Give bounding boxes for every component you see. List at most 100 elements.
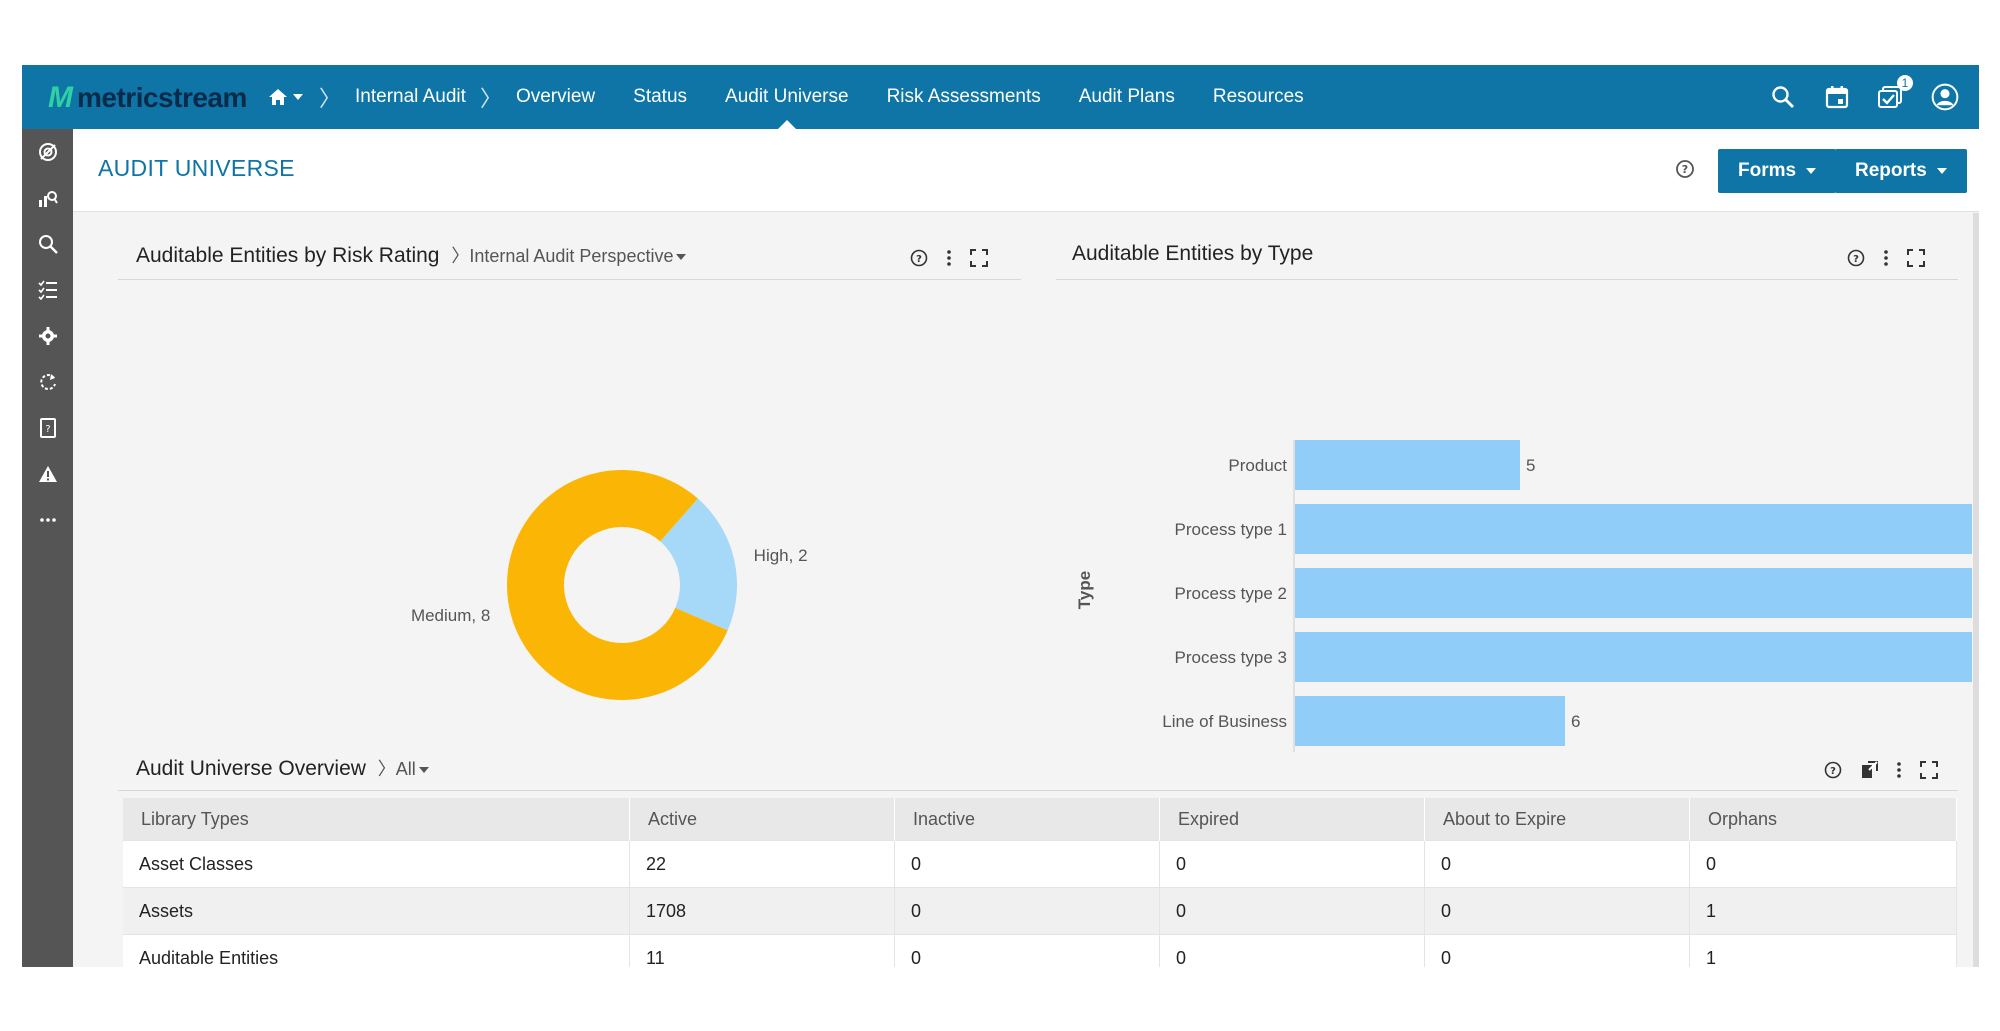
nav-risk-assessments[interactable]: Risk Assessments xyxy=(886,86,1041,107)
column-header-about-to-expire[interactable]: About to Expire xyxy=(1424,798,1690,841)
expand-icon[interactable] xyxy=(1907,249,1925,267)
overview-panel-header: Audit Universe Overview 〉All xyxy=(136,755,429,781)
cell-active-link[interactable]: 22 xyxy=(629,840,895,888)
document-icon: ? xyxy=(39,418,56,438)
overview-filter-selector[interactable]: 〉All xyxy=(378,759,429,779)
overview-filter-label: All xyxy=(395,759,416,779)
nav-audit-universe[interactable]: Audit Universe xyxy=(706,65,868,129)
top-actions: 1 xyxy=(1769,65,1959,129)
cell-about-to-expire: 0 xyxy=(1424,840,1690,888)
help-icon[interactable]: ? xyxy=(1847,249,1865,267)
main-nav: 〉 Internal Audit 〉 Overview Status Audit… xyxy=(268,65,1323,129)
export-icon[interactable] xyxy=(1860,761,1878,779)
column-header-library-types[interactable]: Library Types xyxy=(123,798,630,841)
nav-resources[interactable]: Resources xyxy=(1212,86,1304,107)
donut-label-high: High, 2 xyxy=(754,546,808,565)
user-avatar-icon[interactable] xyxy=(1931,83,1959,111)
sidebar-item-settings[interactable] xyxy=(22,313,73,359)
cell-active-link[interactable]: 1708 xyxy=(629,887,895,935)
risk-panel-title: Auditable Entities by Risk Rating xyxy=(136,244,440,267)
tasks-icon[interactable]: 1 xyxy=(1877,75,1913,111)
type-panel-title: Auditable Entities by Type xyxy=(1072,242,1314,265)
svg-text:?: ? xyxy=(1830,766,1836,777)
cell-orphans-link[interactable]: 1 xyxy=(1689,887,1957,935)
home-menu[interactable] xyxy=(268,88,303,106)
search-icon[interactable] xyxy=(1769,83,1797,111)
sidebar-item-analytics[interactable] xyxy=(22,175,73,221)
bar-product[interactable] xyxy=(1295,440,1520,490)
cell-expired: 0 xyxy=(1159,840,1425,888)
expand-icon[interactable] xyxy=(1920,761,1938,779)
perspective-label: Internal Audit Perspective xyxy=(469,246,674,266)
kebab-menu-icon[interactable] xyxy=(1896,761,1902,779)
sidebar-item-documents[interactable]: ? xyxy=(22,405,73,451)
help-icon[interactable]: ? xyxy=(1675,159,1695,184)
overview-panel-divider xyxy=(118,790,1958,791)
chevron-right-icon: 〉 xyxy=(451,246,470,266)
sidebar-item-search[interactable] xyxy=(22,221,73,267)
nav-audit-plans[interactable]: Audit Plans xyxy=(1078,86,1175,107)
cell-inactive: 0 xyxy=(894,840,1160,888)
help-icon[interactable]: ? xyxy=(910,249,928,267)
warning-icon xyxy=(38,466,57,482)
nav-overview[interactable]: Overview xyxy=(515,86,596,107)
cell-library-type: Asset Classes xyxy=(123,840,630,888)
kebab-menu-icon[interactable] xyxy=(946,249,952,267)
bar-category-label: Process type 2 xyxy=(1175,584,1287,603)
breadcrumb-separator-icon: 〉 xyxy=(319,86,342,111)
more-horizontal-icon xyxy=(39,518,56,522)
table-row: Asset Classes 22 0 0 0 0 xyxy=(123,840,1957,888)
overview-panel-title: Audit Universe Overview xyxy=(136,757,366,780)
column-header-active[interactable]: Active xyxy=(629,798,895,841)
metricstream-logo[interactable]: M metricstream xyxy=(48,81,247,115)
chevron-down-icon xyxy=(293,94,303,100)
page-scrollbar[interactable] xyxy=(1973,213,1979,967)
column-header-inactive[interactable]: Inactive xyxy=(894,798,1160,841)
sidebar-item-dashboard[interactable] xyxy=(22,129,73,175)
nav-status[interactable]: Status xyxy=(633,86,688,107)
perspective-selector[interactable]: 〉Internal Audit Perspective xyxy=(451,246,687,266)
bar-line-of-business[interactable] xyxy=(1295,696,1565,746)
entities-by-type-bar-chart: Product 5 Process type 1 Process type 2 Proc… xyxy=(1075,440,1972,752)
cell-orphans-link[interactable]: 1 xyxy=(1689,934,1957,967)
bar-process-type-1[interactable] xyxy=(1295,504,1972,554)
risk-rating-donut-chart: High, 2 Medium, 8 xyxy=(411,470,808,700)
cell-expired: 0 xyxy=(1159,934,1425,967)
cell-active-link[interactable]: 11 xyxy=(629,934,895,967)
checklist-icon xyxy=(37,280,57,300)
column-header-expired[interactable]: Expired xyxy=(1159,798,1425,841)
cell-inactive: 0 xyxy=(894,887,1160,935)
sidebar-item-refresh[interactable] xyxy=(22,359,73,405)
refresh-icon xyxy=(39,374,56,391)
breadcrumb-separator-icon: 〉 xyxy=(479,86,502,111)
chevron-down-icon xyxy=(1936,168,1947,174)
cell-orphans: 0 xyxy=(1689,840,1957,888)
cell-library-type: Auditable Entities xyxy=(123,934,630,967)
table-row: Auditable Entities 11 0 0 0 1 xyxy=(123,934,1957,967)
forms-button[interactable]: Forms xyxy=(1718,149,1837,193)
sidebar-item-more[interactable] xyxy=(22,497,73,543)
notification-badge: 1 xyxy=(1897,75,1913,91)
calendar-icon[interactable] xyxy=(1823,83,1851,111)
reports-button[interactable]: Reports xyxy=(1835,149,1967,193)
bar-process-type-2[interactable] xyxy=(1295,568,1972,618)
svg-text:?: ? xyxy=(1682,163,1688,176)
donut-slice-medium[interactable] xyxy=(506,470,728,700)
sidebar-item-issues[interactable] xyxy=(22,451,73,497)
logo-wordmark: metricstream xyxy=(77,82,247,113)
help-icon[interactable]: ? xyxy=(1824,761,1842,779)
bar-category-label: Process type 1 xyxy=(1175,520,1287,539)
kebab-menu-icon[interactable] xyxy=(1883,249,1889,267)
donut-slice-high[interactable] xyxy=(660,498,737,631)
page-title: AUDIT UNIVERSE xyxy=(98,155,295,181)
bar-process-type-3[interactable] xyxy=(1295,632,1972,682)
expand-icon[interactable] xyxy=(970,249,988,267)
risk-panel-header: Auditable Entities by Risk Rating 〉Inter… xyxy=(136,242,687,268)
breadcrumb-internal-audit[interactable]: Internal Audit xyxy=(355,86,466,107)
table-header-row: Library Types Active Inactive Expired Ab… xyxy=(123,798,1957,841)
sidebar-item-checklist[interactable] xyxy=(22,267,73,313)
column-header-orphans[interactable]: Orphans xyxy=(1689,798,1957,841)
audit-universe-table: Library Types Active Inactive Expired Ab… xyxy=(123,798,1957,967)
svg-text:?: ? xyxy=(916,254,922,265)
table-row: Assets 1708 0 0 0 1 xyxy=(123,887,1957,935)
